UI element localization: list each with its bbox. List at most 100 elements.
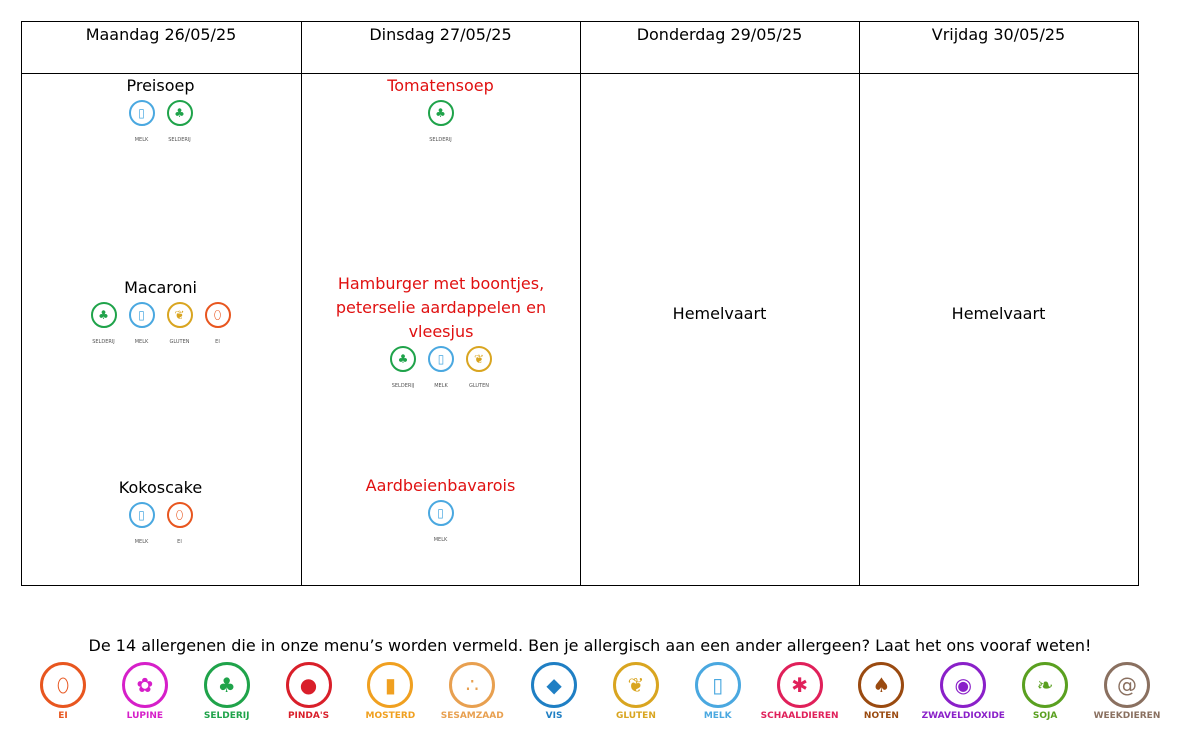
col-border bbox=[21, 21, 22, 586]
allergen-label: MELK bbox=[134, 539, 149, 545]
legend-item: ∴ SESAMZAAD bbox=[434, 662, 510, 721]
allergen-badge: ▯ MELK bbox=[128, 302, 156, 354]
mustard-icon: ▮ bbox=[367, 662, 414, 708]
day-header-monday: Maandag 26/05/25 bbox=[85, 25, 237, 44]
col-border bbox=[859, 21, 860, 586]
dish-tuesday-main: Hamburger met boontjes, peterselie aarda… bbox=[311, 272, 571, 398]
allergen-label: MELK bbox=[134, 339, 149, 345]
col-border bbox=[580, 21, 581, 586]
egg-icon: ⬯ bbox=[166, 502, 193, 528]
allergen-badge: ♣ SELDERIJ bbox=[90, 302, 118, 354]
allergen-label: GLUTEN bbox=[468, 383, 490, 389]
wheat-icon: ❦ bbox=[612, 662, 659, 708]
dish-name: Hamburger met boontjes, peterselie aarda… bbox=[335, 274, 547, 341]
legend-label: MOSTERD bbox=[365, 711, 416, 721]
allergen-label: SELDERIJ bbox=[429, 137, 452, 143]
friday-holiday: Hemelvaart bbox=[951, 304, 1046, 323]
allergen-footnote: De 14 allergenen die in onze menu’s word… bbox=[88, 636, 1092, 655]
wheat-icon: ❦ bbox=[166, 302, 193, 328]
allergen-label: MELK bbox=[433, 537, 448, 543]
legend-label: SCHAALDIEREN bbox=[760, 711, 839, 721]
peanut-icon: ● bbox=[285, 662, 332, 708]
milk-icon: ▯ bbox=[428, 346, 454, 372]
allergen-badge: ⬯ EI bbox=[204, 302, 232, 354]
legend-item: ❦ GLUTEN bbox=[598, 662, 674, 721]
nut-icon: ♠ bbox=[858, 662, 905, 708]
allergen-label: EI bbox=[215, 339, 220, 345]
allergen-badge: ▯ MELK bbox=[128, 100, 156, 152]
celery-icon: ♣ bbox=[166, 100, 193, 126]
legend-label: LUPINE bbox=[126, 711, 164, 721]
allergen-label: MELK bbox=[434, 383, 448, 389]
legend-item: ✱ SCHAALDIEREN bbox=[760, 662, 839, 721]
dish-name: Tomatensoep bbox=[387, 76, 494, 95]
lupine-icon: ✿ bbox=[121, 662, 168, 708]
legend-item: ◉ ZWAVELDIOXIDE bbox=[922, 662, 1005, 721]
allergen-icons: ▯ MELK ♣ SELDERIJ bbox=[21, 100, 300, 152]
legend-label: PINDA'S bbox=[287, 711, 330, 721]
legend-label: SOJA bbox=[1032, 711, 1058, 721]
celery-icon: ♣ bbox=[90, 302, 117, 328]
wheat-icon: ❦ bbox=[466, 346, 492, 372]
legend-label: MELK bbox=[703, 711, 732, 721]
menu-table: Maandag 26/05/25 Dinsdag 27/05/25 Donder… bbox=[21, 21, 1139, 586]
legend-label: VIS bbox=[545, 711, 563, 721]
allergen-legend: ⬯ EI ✿ LUPINE ♣ SELDERIJ ● PINDA'S ▮ MOSTERD ∴ SESA… bbox=[25, 662, 1165, 721]
allergen-label: MELK bbox=[134, 137, 149, 143]
dish-name: Kokoscake bbox=[118, 478, 203, 497]
dish-tuesday-dessert: Aardbeienbavarois ▯ MELK bbox=[301, 474, 580, 552]
allergen-label: EI bbox=[177, 539, 182, 545]
egg-icon: ⬯ bbox=[204, 302, 231, 328]
allergen-icons: ▯ MELK bbox=[301, 500, 580, 552]
allergen-icons: ♣ SELDERIJ bbox=[301, 100, 580, 152]
allergen-badge: ▯ MELK bbox=[128, 502, 156, 554]
legend-label: WEEKDIEREN bbox=[1093, 711, 1161, 721]
day-header-tuesday: Dinsdag 27/05/25 bbox=[369, 25, 512, 44]
soy-icon: ❧ bbox=[1022, 662, 1069, 708]
dish-monday-dessert: Kokoscake ▯ MELK ⬯ EI bbox=[21, 476, 300, 554]
lobster-icon: ✱ bbox=[776, 662, 823, 708]
allergen-badge: ▯ MELK bbox=[427, 346, 455, 398]
sesame-icon: ∴ bbox=[449, 662, 496, 708]
allergen-badge: ❦ GLUTEN bbox=[465, 346, 493, 398]
allergen-icons: ♣ SELDERIJ ▯ MELK ❦ GLUTEN bbox=[311, 346, 571, 398]
day-header-thursday: Donderdag 29/05/25 bbox=[636, 25, 803, 44]
day-header-friday: Vrijdag 30/05/25 bbox=[931, 25, 1066, 44]
allergen-badge: ♣ SELDERIJ bbox=[427, 100, 455, 152]
milk-icon: ▯ bbox=[128, 100, 155, 126]
allergen-badge: ❦ GLUTEN bbox=[166, 302, 194, 354]
legend-item: ◆ VIS bbox=[516, 662, 592, 721]
legend-label: SELDERIJ bbox=[203, 711, 250, 721]
egg-icon: ⬯ bbox=[40, 662, 86, 708]
legend-label: EI bbox=[58, 711, 68, 721]
allergen-label: SELDERIJ bbox=[92, 339, 115, 345]
dish-name: Macaroni bbox=[124, 278, 197, 297]
legend-item: ♠ NOTEN bbox=[843, 662, 919, 721]
legend-item: @ WEEKDIEREN bbox=[1089, 662, 1165, 721]
allergen-label: GLUTEN bbox=[169, 339, 190, 345]
snail-icon: @ bbox=[1103, 662, 1150, 708]
milk-icon: ▯ bbox=[128, 502, 155, 528]
dish-name: Aardbeienbavarois bbox=[365, 476, 516, 495]
legend-item: ✿ LUPINE bbox=[107, 662, 183, 721]
dish-monday-main: Macaroni ♣ SELDERIJ ▯ MELK ❦ GLUTEN ⬯ EI bbox=[21, 276, 300, 354]
celery-icon: ♣ bbox=[390, 346, 416, 372]
allergen-icons: ♣ SELDERIJ ▯ MELK ❦ GLUTEN ⬯ EI bbox=[21, 302, 300, 354]
legend-item: ❧ SOJA bbox=[1007, 662, 1083, 721]
milk-icon: ▯ bbox=[694, 662, 741, 708]
col-border bbox=[301, 21, 302, 586]
thursday-holiday: Hemelvaart bbox=[672, 304, 767, 323]
col-border bbox=[1138, 21, 1139, 586]
dish-name: Preisoep bbox=[126, 76, 195, 95]
legend-label: ZWAVELDIOXIDE bbox=[921, 711, 1005, 721]
legend-item: ♣ SELDERIJ bbox=[189, 662, 265, 721]
legend-label: SESAMZAAD bbox=[440, 711, 504, 721]
allergen-badge: ⬯ EI bbox=[166, 502, 194, 554]
celery-icon: ♣ bbox=[427, 100, 454, 126]
milk-icon: ▯ bbox=[427, 500, 454, 526]
celery-icon: ♣ bbox=[203, 662, 250, 708]
allergen-badge: ♣ SELDERIJ bbox=[166, 100, 194, 152]
legend-label: GLUTEN bbox=[615, 711, 656, 721]
dish-monday-soup: Preisoep ▯ MELK ♣ SELDERIJ bbox=[21, 74, 300, 152]
allergen-icons: ▯ MELK ⬯ EI bbox=[21, 502, 300, 554]
